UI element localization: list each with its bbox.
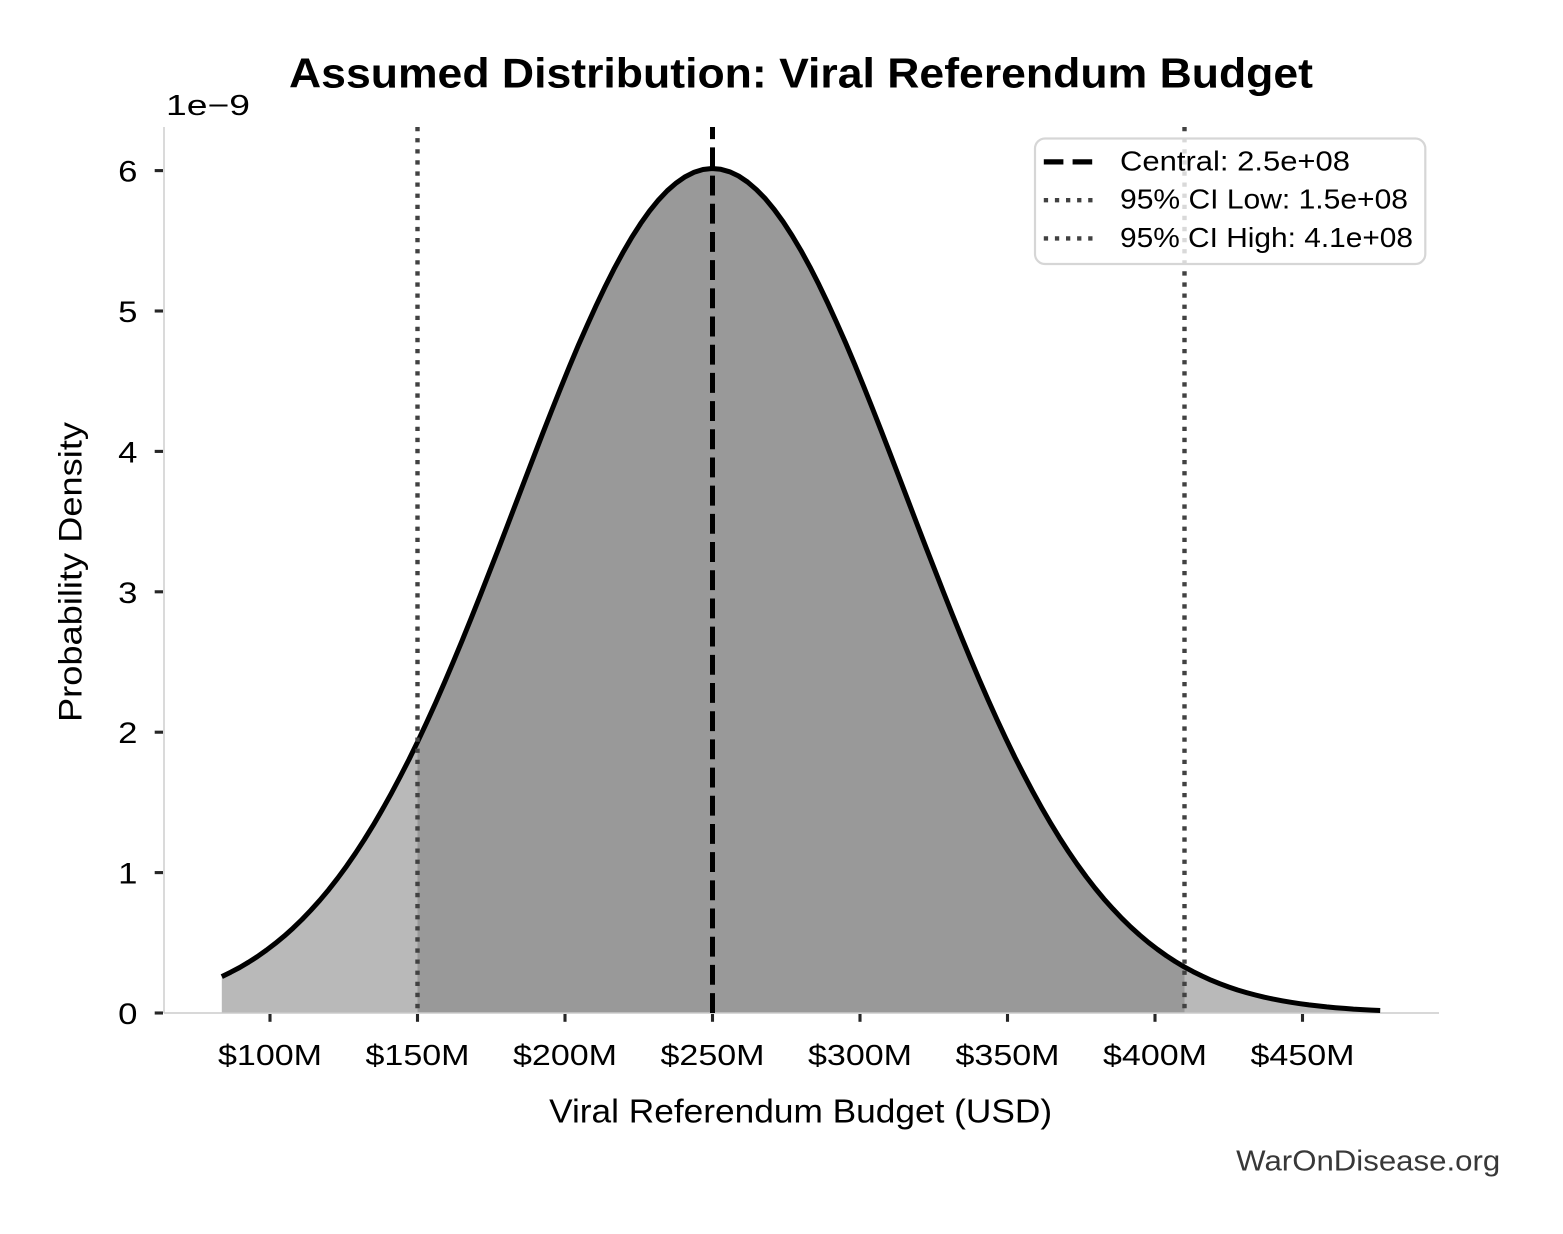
svg-text:$300M: $300M: [808, 1040, 912, 1072]
svg-text:4: 4: [118, 436, 137, 469]
svg-text:$100M: $100M: [218, 1040, 322, 1072]
svg-text:2: 2: [118, 717, 137, 750]
svg-text:Probability Density: Probability Density: [53, 421, 89, 722]
svg-text:$150M: $150M: [366, 1040, 470, 1072]
svg-text:Central: 2.5e+08: Central: 2.5e+08: [1120, 145, 1350, 176]
svg-text:6: 6: [118, 156, 137, 189]
svg-text:$400M: $400M: [1103, 1040, 1207, 1072]
svg-text:0: 0: [118, 998, 137, 1031]
svg-text:$350M: $350M: [956, 1040, 1060, 1072]
svg-text:$250M: $250M: [661, 1040, 765, 1072]
svg-text:Viral Referendum Budget (USD): Viral Referendum Budget (USD): [549, 1093, 1052, 1130]
svg-text:1: 1: [118, 858, 137, 891]
svg-text:1e−9: 1e−9: [166, 90, 250, 122]
svg-text:95% CI Low: 1.5e+08: 95% CI Low: 1.5e+08: [1120, 184, 1408, 215]
svg-text:WarOnDisease.org: WarOnDisease.org: [1236, 1146, 1500, 1178]
svg-text:95% CI High: 4.1e+08: 95% CI High: 4.1e+08: [1120, 222, 1413, 253]
svg-text:Assumed Distribution: Viral Re: Assumed Distribution: Viral Referendum B…: [289, 50, 1313, 97]
svg-text:3: 3: [118, 577, 137, 610]
svg-text:$200M: $200M: [513, 1040, 617, 1072]
svg-text:$450M: $450M: [1251, 1040, 1355, 1072]
svg-text:5: 5: [118, 296, 137, 329]
